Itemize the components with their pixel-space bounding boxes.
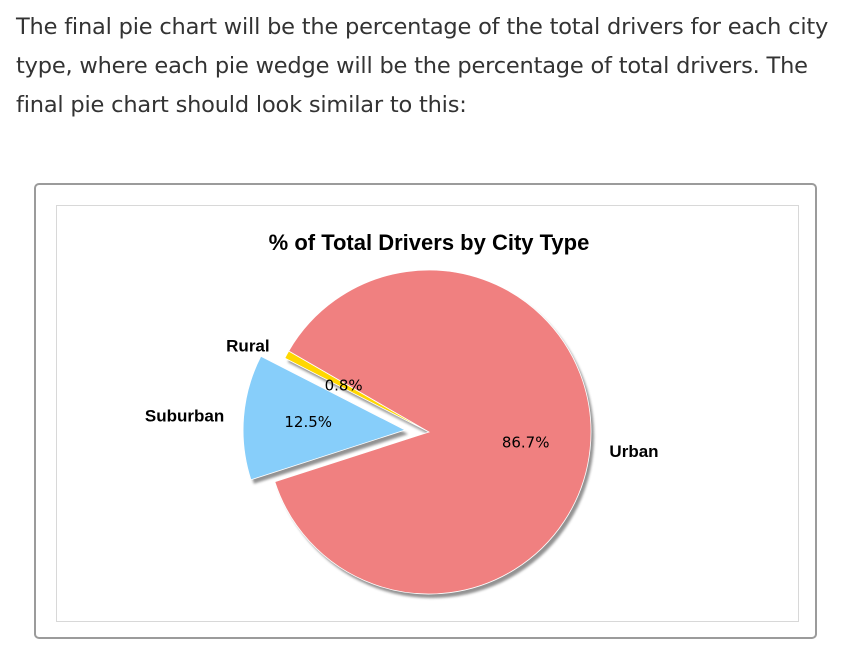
percent-label-rural: 0.8% [325, 377, 363, 395]
intro-paragraph: The final pie chart will be the percenta… [16, 14, 829, 118]
category-label-rural: Rural [226, 336, 269, 355]
percent-label-suburban: 12.5% [284, 413, 332, 431]
pie-slices [242, 269, 592, 595]
percent-label-urban: 86.7% [502, 433, 550, 451]
figure-frame: % of Total Drivers by City Type Rural 0.8… [34, 183, 817, 639]
category-label-urban: Urban [609, 442, 658, 461]
category-label-suburban: Suburban [145, 406, 224, 425]
chart-title: % of Total Drivers by City Type [269, 230, 590, 255]
pie-slice-urban [274, 269, 592, 595]
chart-panel: % of Total Drivers by City Type Rural 0.8… [56, 205, 799, 622]
pie-chart: % of Total Drivers by City Type Rural 0.8… [145, 230, 659, 598]
pie-labels: Rural 0.8% Suburban 12.5% Urban 86.7% [145, 336, 659, 461]
pie-slice-suburban [242, 355, 407, 481]
